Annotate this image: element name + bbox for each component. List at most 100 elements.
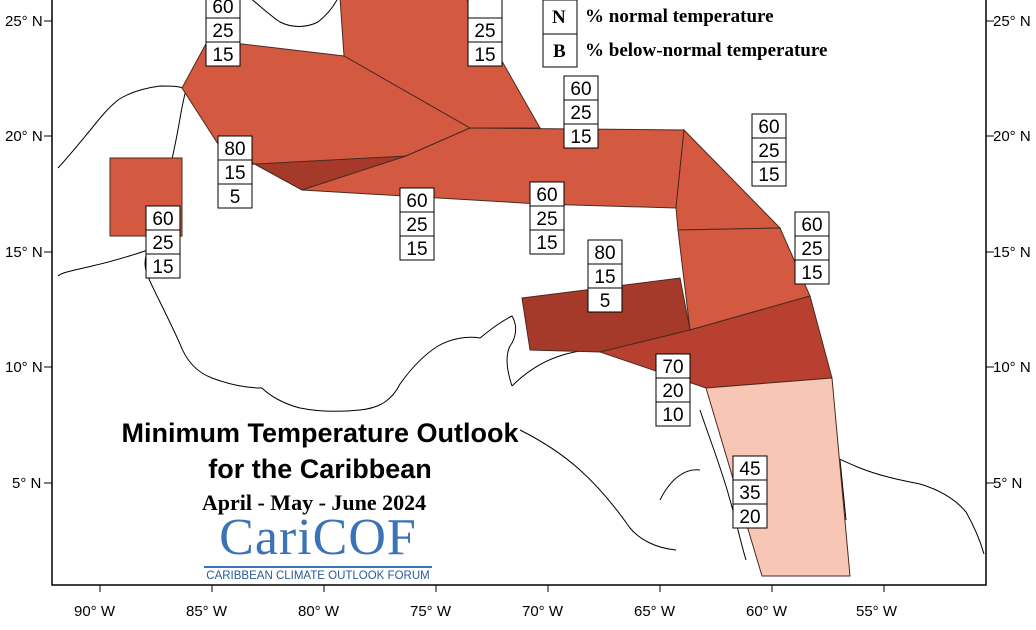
probability-below: 10 <box>662 405 683 426</box>
probability-cell <box>587 239 623 265</box>
probability-normal: 25 <box>152 233 173 254</box>
lat-label: 10° N <box>993 359 1031 376</box>
legend-key: B <box>553 41 566 62</box>
probability-above: 60 <box>536 185 557 206</box>
probability-normal: 25 <box>536 209 557 230</box>
probability-cell <box>563 75 599 101</box>
probability-below: 15 <box>536 233 557 254</box>
logo-tagline: CARIBBEAN CLIMATE OUTLOOK FORUM <box>206 570 430 582</box>
lat-label: 15° N <box>993 244 1031 261</box>
lon-label: 85° W <box>186 603 228 620</box>
probability-above: 80 <box>224 139 245 160</box>
caricof-logo: CariCOF CARIBBEAN CLIMATE OUTLOOK FORUM <box>200 512 436 582</box>
lat-label: 5° N <box>12 475 41 492</box>
probability-above: 70 <box>662 357 683 378</box>
probability-normal: 15 <box>594 267 615 288</box>
probability-cell <box>732 455 768 481</box>
probability-cell <box>399 187 435 213</box>
probability-normal: 20 <box>662 381 683 402</box>
lon-label: 60° W <box>746 603 788 620</box>
probability-cell <box>587 263 623 289</box>
probability-cell <box>217 183 253 209</box>
probability-cell <box>467 41 503 67</box>
probability-normal: 25 <box>758 141 779 162</box>
probability-normal: 25 <box>406 215 427 236</box>
lat-label: 15° N <box>5 244 43 261</box>
legend-key-box <box>542 33 578 68</box>
probability-normal: 25 <box>570 103 591 124</box>
probability-cell <box>467 17 503 43</box>
probability-above: 60 <box>801 215 822 236</box>
probability-above: 80 <box>594 243 615 264</box>
probability-cell <box>467 0 503 19</box>
probability-cell <box>751 161 787 187</box>
probability-normal: 35 <box>739 483 760 504</box>
probability-above: 60 <box>152 209 173 230</box>
probability-cell <box>563 99 599 125</box>
probability-below: 5 <box>600 291 611 312</box>
lat-label: 25° N <box>993 13 1031 30</box>
probability-cell <box>529 181 565 207</box>
probability-cell <box>587 287 623 313</box>
probability-below: 15 <box>474 45 495 66</box>
probability-cell <box>145 205 181 231</box>
logo-name: CariCOF <box>219 509 417 566</box>
probability-cell <box>794 211 830 237</box>
logo-rule <box>204 566 432 568</box>
map-title: Minimum Temperature Outlook <box>121 418 519 448</box>
lon-label: 65° W <box>634 603 676 620</box>
probability-normal: 25 <box>474 21 495 42</box>
probability-cell <box>563 123 599 149</box>
probability-cell <box>399 235 435 261</box>
probability-cell <box>399 211 435 237</box>
probability-above: 45 <box>739 459 760 480</box>
lat-label: 10° N <box>5 359 43 376</box>
probability-box: 60 25 15 <box>794 211 830 285</box>
probability-box: 60 25 15 <box>529 181 565 255</box>
map-title-line2: for the Caribbean <box>208 454 432 484</box>
probability-cell <box>655 377 691 403</box>
probability-below: 15 <box>801 263 822 284</box>
longitude-ticks <box>99 585 885 592</box>
probability-box: 80 15 5 <box>217 135 253 209</box>
probability-cell <box>751 137 787 163</box>
probability-below: 15 <box>570 127 591 148</box>
legend-text: % below-normal temperature <box>585 40 827 61</box>
probability-box: 60 25 15 <box>205 0 241 67</box>
probability-cell <box>751 113 787 139</box>
probability-below: 5 <box>230 187 241 208</box>
probability-box: 60 25 15 <box>563 75 599 149</box>
lat-label: 20° N <box>5 128 43 145</box>
longitude-labels: 90° W 85° W 80° W 75° W 70° W 65° W 60° … <box>74 603 898 620</box>
probability-cell <box>655 401 691 427</box>
probability-box: 80 15 5 <box>587 239 623 313</box>
probability-box: 45 35 20 <box>732 455 768 529</box>
lon-label: 75° W <box>410 603 452 620</box>
probability-box: 70 20 10 <box>655 353 691 427</box>
probability-normal: 25 <box>212 21 233 42</box>
probability-cell <box>529 229 565 255</box>
latitude-labels-right: 25° N 20° N 15° N 10° N 5° N <box>993 13 1031 492</box>
probability-below: 20 <box>739 507 760 528</box>
probability-below: 15 <box>152 257 173 278</box>
probability-above: 60 <box>570 79 591 100</box>
legend-key: N <box>552 7 566 28</box>
latitude-ticks <box>44 20 994 484</box>
lat-label: 20° N <box>993 128 1031 145</box>
lat-label: 25° N <box>5 13 43 30</box>
probability-box: 60 25 15 <box>145 205 181 279</box>
probability-above: 60 <box>758 117 779 138</box>
probability-cell <box>145 253 181 279</box>
probability-normal: 15 <box>224 163 245 184</box>
lon-label: 70° W <box>522 603 564 620</box>
probability-cell <box>794 259 830 285</box>
legend-text: % normal temperature <box>585 6 774 27</box>
probability-cell <box>205 41 241 67</box>
probability-cell <box>732 503 768 529</box>
forecast-period: April - May - June 2024 <box>201 490 427 515</box>
probability-above: 60 <box>212 0 233 18</box>
probability-below: 15 <box>758 165 779 186</box>
